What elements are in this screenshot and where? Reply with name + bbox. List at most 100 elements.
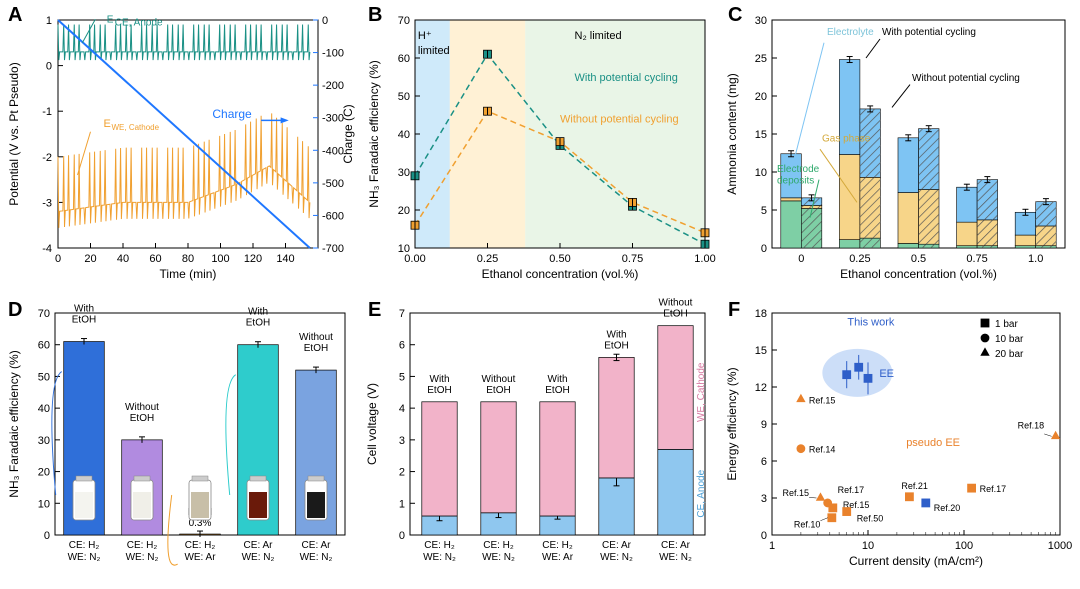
svg-text:80: 80 [182, 253, 194, 265]
svg-text:Electrode: Electrode [777, 164, 820, 175]
panel-F: F 11010010000369121518Current density (m… [720, 295, 1080, 589]
svg-text:WE: N₂: WE: N₂ [482, 552, 515, 563]
svg-text:10 bar: 10 bar [995, 334, 1024, 345]
svg-text:CE: Ar: CE: Ar [244, 540, 274, 551]
svg-text:EE: EE [879, 368, 894, 380]
svg-text:With: With [607, 329, 627, 340]
svg-text:EtOH: EtOH [545, 385, 569, 396]
svg-text:-3: -3 [42, 197, 52, 209]
svg-text:EtOH: EtOH [130, 413, 154, 424]
svg-text:0: 0 [761, 243, 767, 255]
svg-text:5: 5 [761, 205, 767, 217]
svg-text:20: 20 [755, 91, 767, 103]
svg-text:E: E [104, 118, 111, 130]
svg-text:WE: N₂: WE: N₂ [423, 552, 456, 563]
svg-text:1: 1 [399, 498, 405, 510]
svg-text:Current density (mA/cm²): Current density (mA/cm²) [849, 554, 983, 568]
svg-text:70: 70 [38, 308, 50, 320]
svg-text:Charge: Charge [212, 107, 252, 121]
svg-text:CE: H₂: CE: H₂ [185, 540, 216, 551]
svg-text:0.75: 0.75 [966, 253, 987, 265]
svg-text:0: 0 [399, 530, 405, 542]
svg-text:1: 1 [769, 540, 775, 552]
svg-text:100: 100 [955, 540, 973, 552]
svg-text:Ref.18: Ref.18 [1018, 420, 1045, 430]
svg-text:WE, Cathode: WE, Cathode [112, 123, 160, 132]
svg-text:WE: N₂: WE: N₂ [242, 552, 275, 563]
svg-text:60: 60 [398, 53, 410, 65]
svg-text:1.00: 1.00 [694, 253, 715, 265]
svg-text:0: 0 [55, 253, 61, 265]
svg-text:EtOH: EtOH [427, 385, 451, 396]
svg-text:7: 7 [399, 308, 405, 320]
panel-A: A -4-3-2-1010-100-200-300-400-500-600-70… [0, 0, 360, 295]
svg-text:60: 60 [149, 253, 161, 265]
svg-text:Time (min): Time (min) [160, 267, 217, 281]
panel-C: C 051015202530Ammonia content (mg)Ethano… [720, 0, 1080, 295]
svg-text:Without: Without [482, 374, 516, 385]
svg-text:140: 140 [276, 253, 294, 265]
svg-text:Electrolyte: Electrolyte [827, 27, 874, 38]
svg-text:25: 25 [755, 53, 767, 65]
svg-text:-700: -700 [322, 243, 344, 255]
panel-label-F: F [728, 299, 740, 322]
svg-text:10: 10 [398, 243, 410, 255]
svg-text:120: 120 [244, 253, 262, 265]
svg-text:With: With [548, 374, 568, 385]
svg-text:Without: Without [659, 298, 693, 309]
svg-text:CE: Ar: CE: Ar [602, 540, 632, 551]
svg-text:12: 12 [755, 382, 767, 394]
svg-text:40: 40 [117, 253, 129, 265]
svg-text:CE: H₂: CE: H₂ [483, 540, 514, 551]
svg-text:1 bar: 1 bar [995, 319, 1018, 330]
svg-text:20: 20 [38, 467, 50, 479]
panel-label-B: B [368, 4, 382, 27]
svg-text:With potential cycling: With potential cycling [882, 27, 976, 38]
svg-text:40: 40 [38, 403, 50, 415]
svg-text:NH₃ Faradaic efficiency (%): NH₃ Faradaic efficiency (%) [367, 60, 381, 207]
svg-text:0: 0 [46, 61, 52, 73]
svg-text:Without: Without [299, 332, 333, 343]
svg-text:Ethanol concentration (vol.%): Ethanol concentration (vol.%) [840, 267, 997, 281]
svg-text:4: 4 [399, 403, 405, 415]
svg-text:20 bar: 20 bar [995, 349, 1024, 360]
svg-text:CE: H₂: CE: H₂ [127, 540, 158, 551]
svg-text:Ref.21: Ref.21 [901, 481, 928, 491]
svg-text:CE: Ar: CE: Ar [302, 540, 332, 551]
svg-text:EtOH: EtOH [663, 309, 687, 320]
svg-text:Ref.50: Ref.50 [857, 514, 884, 524]
svg-text:20: 20 [84, 253, 96, 265]
svg-text:15: 15 [755, 345, 767, 357]
svg-text:5: 5 [399, 371, 405, 383]
svg-text:-1: -1 [42, 106, 52, 118]
svg-text:With: With [248, 307, 268, 318]
svg-text:30: 30 [38, 435, 50, 447]
svg-text:WE: N₂: WE: N₂ [300, 552, 333, 563]
svg-text:CE: H₂: CE: H₂ [424, 540, 455, 551]
svg-text:EtOH: EtOH [486, 385, 510, 396]
svg-text:0.50: 0.50 [549, 253, 570, 265]
svg-text:15: 15 [755, 129, 767, 141]
svg-text:9: 9 [761, 419, 767, 431]
panel-E: E 01234567Cell voltage (V)WithEtOHCE: H₂… [360, 295, 720, 589]
svg-text:70: 70 [398, 15, 410, 27]
svg-text:With: With [74, 304, 94, 315]
svg-text:6: 6 [399, 340, 405, 352]
panel-label-E: E [368, 299, 381, 322]
svg-text:Without potential cycling: Without potential cycling [912, 73, 1020, 84]
svg-text:CE, Anode: CE, Anode [696, 469, 707, 517]
svg-text:Ref.14: Ref.14 [809, 445, 836, 455]
svg-text:40: 40 [398, 129, 410, 141]
svg-text:E: E [107, 14, 114, 25]
svg-text:60: 60 [38, 340, 50, 352]
svg-text:0.25: 0.25 [477, 253, 498, 265]
svg-text:EtOH: EtOH [604, 340, 628, 351]
svg-text:-200: -200 [322, 80, 344, 92]
svg-text:Ref.20: Ref.20 [934, 503, 961, 513]
svg-text:H⁺: H⁺ [418, 30, 432, 42]
svg-text:18: 18 [755, 308, 767, 320]
svg-text:CE: H₂: CE: H₂ [69, 540, 100, 551]
svg-text:Ref.10: Ref.10 [794, 520, 821, 530]
svg-text:-500: -500 [322, 178, 344, 190]
svg-text:50: 50 [38, 371, 50, 383]
